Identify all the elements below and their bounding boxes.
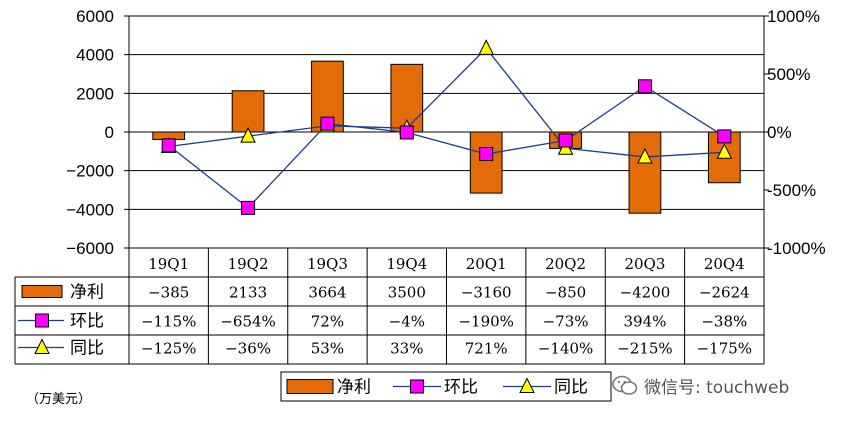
table-cell: −4% xyxy=(389,313,425,331)
legend-key-net-profit xyxy=(21,285,63,298)
table-cell: −125% xyxy=(141,340,196,358)
watermark: 微信号: touchweb xyxy=(612,373,789,398)
marker-qoq xyxy=(717,129,732,144)
table-cell: −115% xyxy=(141,313,196,331)
legend-key-qoq xyxy=(35,313,49,328)
marker-qoq xyxy=(558,133,573,148)
legend-key-net-profit xyxy=(286,379,334,394)
x-tick-label: 19Q2 xyxy=(228,255,269,273)
marker-yoy xyxy=(716,143,733,159)
y-tick-label: 4000 xyxy=(76,46,114,65)
table-cell: −3160 xyxy=(461,284,512,302)
table-cell: 72% xyxy=(311,313,344,331)
y2-tick-label: 500% xyxy=(767,65,810,84)
table-cell: −140% xyxy=(538,340,593,358)
bar-net-profit xyxy=(231,90,265,133)
legend-box xyxy=(280,371,612,402)
y-tick-label: 0 xyxy=(105,123,114,142)
table-cell: 721% xyxy=(465,340,508,358)
y-tick-label: −6000 xyxy=(66,239,114,258)
marker-qoq xyxy=(161,138,176,153)
y2-tick-label: 0% xyxy=(767,123,792,142)
legend-key-yoy xyxy=(519,377,535,393)
table-cell: −38% xyxy=(701,313,747,331)
legend-label: 同比 xyxy=(554,378,588,398)
marker-qoq xyxy=(399,125,414,140)
marker-qoq xyxy=(637,79,652,94)
table-cell: −2624 xyxy=(699,284,750,302)
bar-net-profit xyxy=(469,131,503,194)
wechat-icon xyxy=(612,375,638,397)
table-row-label: 环比 xyxy=(70,312,104,332)
y2-tick-label: -500% xyxy=(767,181,816,200)
table-cell: 394% xyxy=(623,313,666,331)
table-cell: −175% xyxy=(697,340,752,358)
legend-label: 环比 xyxy=(444,378,478,398)
table-row-label: 同比 xyxy=(70,339,104,359)
table-cell: −73% xyxy=(543,313,589,331)
table-cell: −4200 xyxy=(620,284,671,302)
x-tick-label: 20Q3 xyxy=(624,255,665,273)
marker-qoq xyxy=(320,116,335,131)
y-tick-label: −4000 xyxy=(66,200,114,219)
x-tick-label: 20Q1 xyxy=(466,255,507,273)
table-cell: 33% xyxy=(390,340,423,358)
x-tick-label: 20Q2 xyxy=(545,255,586,273)
y-tick-label: −2000 xyxy=(66,162,114,181)
table-cell: 3664 xyxy=(308,284,346,302)
y2-tick-label: 1000% xyxy=(767,7,820,26)
y-tick-label: 2000 xyxy=(76,84,114,103)
x-tick-label: 19Q1 xyxy=(148,255,189,273)
unit-label: （万美元） xyxy=(26,392,92,407)
bar-net-profit xyxy=(628,131,662,214)
x-tick-label: 19Q4 xyxy=(386,255,427,273)
watermark-text: 微信号: touchweb xyxy=(644,378,790,398)
table-cell: −36% xyxy=(225,340,271,358)
x-tick-label: 20Q4 xyxy=(704,255,745,273)
y2-tick-label: -1000% xyxy=(767,239,826,258)
marker-yoy xyxy=(637,147,653,164)
table-cell: −215% xyxy=(617,340,672,358)
table-cell: 2133 xyxy=(229,284,267,302)
legend-label: 净利 xyxy=(337,378,371,398)
marker-yoy xyxy=(240,127,256,143)
table-cell: −190% xyxy=(458,313,513,331)
marker-qoq xyxy=(479,147,494,162)
table-cell: −654% xyxy=(220,313,275,331)
series-line-yoy xyxy=(168,47,725,158)
legend-key-qoq xyxy=(410,379,424,394)
legend-key-yoy xyxy=(34,338,50,354)
table-cell: −385 xyxy=(148,284,189,302)
table-cell: −850 xyxy=(545,284,586,302)
marker-qoq xyxy=(241,200,256,215)
y-tick-label: 6000 xyxy=(76,7,114,26)
table-cell: 53% xyxy=(311,340,344,358)
x-tick-label: 19Q3 xyxy=(307,255,348,273)
table-cell: 3500 xyxy=(388,284,426,302)
series-line-qoq xyxy=(168,85,725,209)
table-row-label: 净利 xyxy=(70,283,104,303)
marker-yoy xyxy=(478,39,494,55)
